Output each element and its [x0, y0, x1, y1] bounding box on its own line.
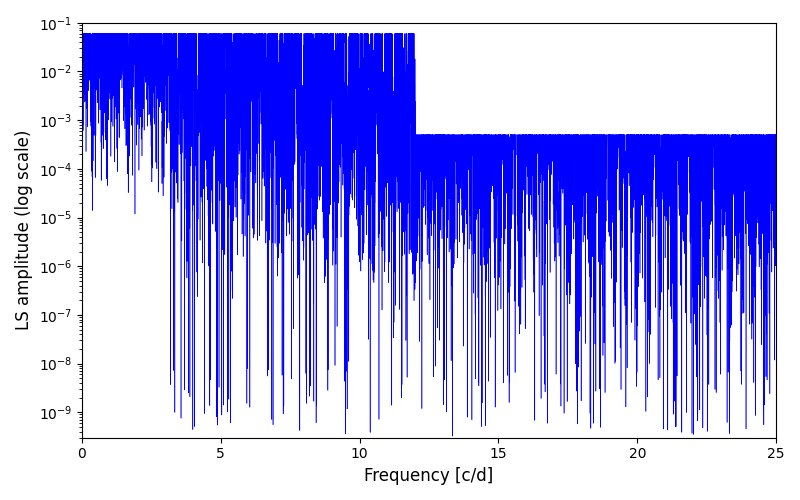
X-axis label: Frequency [c/d]: Frequency [c/d] [364, 467, 494, 485]
Y-axis label: LS amplitude (log scale): LS amplitude (log scale) [15, 130, 33, 330]
